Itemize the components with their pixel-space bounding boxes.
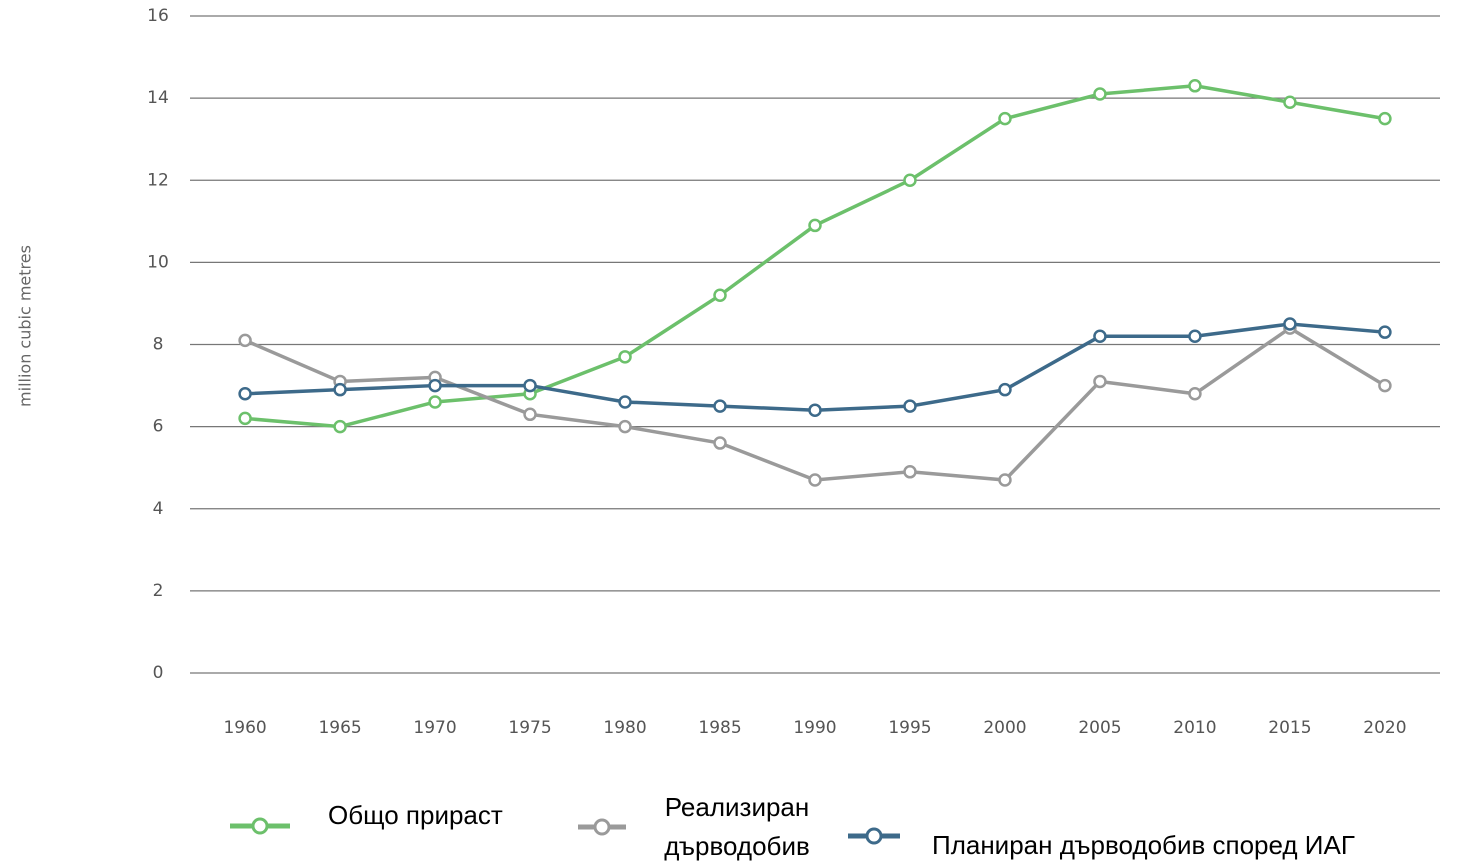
data-point (428, 395, 442, 409)
x-tick-label: 1970 (413, 718, 456, 738)
data-point (333, 382, 347, 397)
series-line (244, 84, 1386, 429)
legend-label: Реализиран дърводобив (664, 792, 810, 861)
data-point (998, 111, 1012, 126)
data-point (428, 378, 442, 393)
data-point (1283, 317, 1297, 331)
data-point (618, 419, 632, 434)
y-tick-label: 14 (147, 88, 169, 108)
y-tick-label: 12 (147, 170, 169, 190)
data-point (1093, 374, 1107, 389)
y-tick-label: 6 (153, 417, 164, 437)
data-point (238, 333, 252, 348)
data-point (1378, 378, 1392, 393)
data-point (903, 465, 917, 479)
data-point (998, 473, 1012, 487)
data-point (808, 218, 822, 233)
data-point (1378, 325, 1392, 339)
chart: million cubic metres 0 2 4 6 8 10 12 14 16 1960 19… (16, 6, 1440, 738)
data-point (1093, 329, 1107, 344)
x-tick-label: 1975 (508, 718, 551, 738)
data-point (523, 407, 537, 422)
y-tick-label: 0 (153, 663, 164, 683)
x-tick-label: 1985 (698, 718, 741, 738)
x-tick-label: 2010 (1173, 718, 1216, 738)
data-point (523, 378, 537, 393)
y-tick-label: 10 (147, 252, 169, 272)
data-point (333, 419, 347, 434)
legend-item: Реализиран дърводобив (576, 788, 832, 864)
y-tick-label: 16 (147, 6, 169, 26)
legend-item: Планиран дърводобив според ИАГ (846, 806, 1355, 864)
data-point (618, 350, 632, 364)
x-tick-label: 1960 (223, 718, 266, 738)
data-point (808, 403, 822, 417)
data-point (618, 395, 632, 409)
legend-swatch (848, 827, 900, 844)
y-tick-label: 8 (153, 335, 164, 355)
data-point (1188, 329, 1202, 344)
x-tick-label: 2005 (1078, 718, 1121, 738)
data-point (713, 436, 727, 450)
data-point (713, 399, 727, 413)
x-tick-label: 1990 (793, 718, 836, 738)
x-tick-label: 2000 (983, 718, 1026, 738)
data-point (238, 387, 252, 401)
data-point (808, 473, 822, 487)
legend-label: Планиран дърводобив според ИАГ (932, 830, 1355, 860)
data-point (903, 173, 917, 187)
data-point (1093, 87, 1107, 101)
data-point (998, 382, 1012, 397)
data-point (1188, 387, 1202, 401)
y-tick-label: 4 (153, 499, 164, 519)
x-tick-label: 2015 (1268, 718, 1311, 738)
y-axis-label: million cubic metres (16, 245, 35, 407)
legend-label: Общо прираст (328, 799, 503, 830)
legend-item: Общо прираст (228, 800, 503, 846)
data-point (903, 399, 917, 413)
x-tick-label: 2020 (1363, 718, 1406, 738)
x-tick-label: 1980 (603, 718, 646, 738)
legend-swatch (230, 817, 290, 835)
data-point (238, 411, 252, 426)
legend-swatch (578, 818, 626, 836)
y-tick-label: 2 (153, 581, 164, 601)
data-point (1188, 79, 1202, 93)
data-point (1283, 95, 1297, 109)
series-line (245, 322, 1386, 412)
x-tick-label: 1995 (888, 718, 931, 738)
x-tick-label: 1965 (318, 718, 361, 738)
data-point (1378, 111, 1392, 126)
data-point (713, 288, 727, 302)
